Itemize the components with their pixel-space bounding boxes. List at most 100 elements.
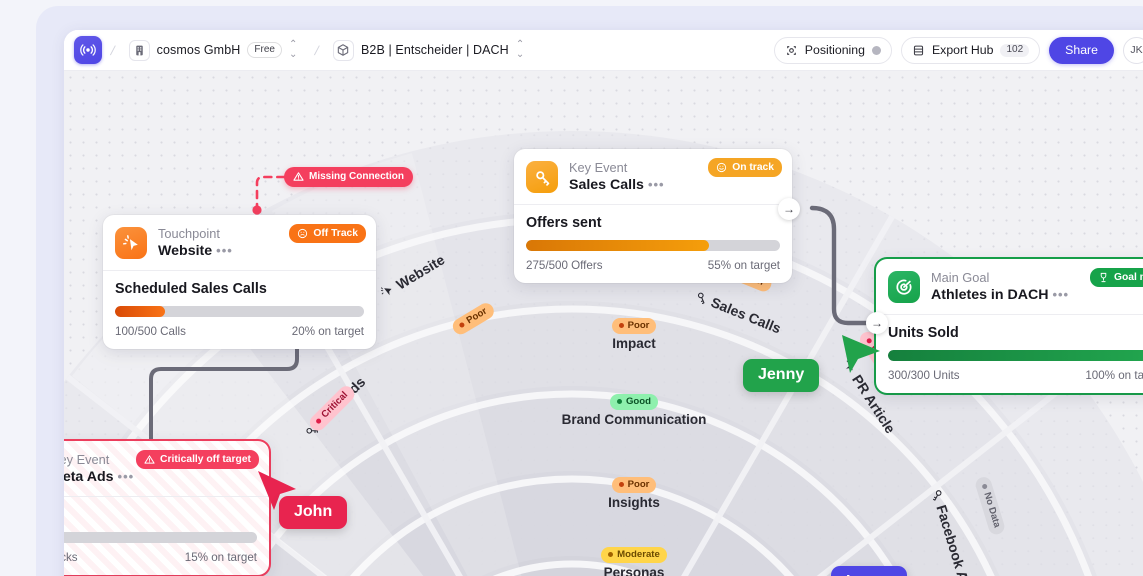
card-titles: Main Goal Athletes in DACH ••• (931, 270, 1069, 304)
card-header: Main Goal Athletes in DACH••• Goal met (876, 259, 1143, 316)
card-titles: Key Event Meta Ads••• (64, 452, 134, 486)
breadcrumb-separator-1: / (109, 42, 117, 58)
status-dot-icon (616, 399, 622, 404)
card-name: Meta Ads••• (64, 468, 135, 485)
progress-bar (526, 240, 780, 252)
card-main-goal[interactable]: Main Goal Athletes in DACH••• Goal met U… (876, 259, 1143, 394)
card-more-menu[interactable]: ••• (216, 242, 233, 258)
cursor-label-jenny: Jenny (743, 359, 820, 392)
channel-label-website[interactable]: Website (378, 251, 447, 302)
arc-label-name: Impact (612, 335, 656, 351)
card-kind: Key Event (569, 160, 628, 175)
radar-signal-icon (80, 44, 96, 56)
chevron-updown-icon[interactable]: ⌃ ⌄ (288, 39, 298, 60)
workspace-name: cosmos GmbH (156, 43, 241, 57)
status-badge: Poor (611, 476, 657, 493)
status-badge: Moderate (601, 546, 667, 563)
positioning-label: Positioning (804, 43, 865, 57)
progress-bar (64, 532, 257, 544)
status-badge: Goal met (1089, 268, 1143, 287)
card-body: Offers sent 275/500 Offers 55% on target (514, 205, 792, 283)
progress-fill (888, 350, 1143, 362)
status-dot-icon (618, 482, 624, 487)
building-icon (128, 39, 150, 61)
cube-icon (332, 39, 354, 61)
app-window: / cosmos GmbH Free ⌃ ⌄ (64, 30, 1143, 576)
status-badge: Off Track (289, 224, 366, 243)
cursor-label-john: John (279, 496, 348, 529)
segment-name: B2B | Entscheider | DACH (360, 43, 509, 57)
cursor-arrow-jenny (842, 335, 880, 373)
card-kind: Main Goal (931, 270, 990, 285)
channel-label-meta-ads[interactable]: Meta Ads (301, 374, 368, 441)
progress-fill (115, 306, 165, 318)
map-canvas[interactable]: Poor Impact Good Brand Communication Poo… (64, 71, 1143, 576)
card-name: Website ••• (158, 242, 233, 259)
top-bar: / cosmos GmbH Free ⌃ ⌄ (64, 30, 1143, 71)
chevron-updown-icon-2[interactable]: ⌃ ⌄ (515, 39, 525, 60)
export-hub-label: Export Hub (931, 43, 994, 57)
app-logo-button[interactable] (74, 36, 102, 64)
status-badge: Good (609, 393, 659, 410)
metric-title: Clicks (64, 507, 257, 523)
touchpoint-cursor-icon (115, 227, 147, 260)
link-arrow-right-sales-calls[interactable]: → (778, 198, 800, 220)
status-badge: On track (708, 158, 782, 177)
card-more-menu[interactable]: ••• (117, 468, 135, 484)
cursor-label-lucas: Lucas (831, 566, 908, 576)
plan-tag: Free (247, 42, 282, 58)
key-icon (698, 292, 705, 304)
avatar[interactable]: JK (1123, 36, 1143, 64)
channel-label-sales-calls[interactable]: Sales Calls (693, 288, 783, 336)
arc-label-personas[interactable]: Moderate Personas (519, 545, 749, 576)
key-icon (933, 490, 942, 501)
card-header: Touchpoint Website ••• Off Track (103, 215, 376, 272)
card-key-event-meta-ads[interactable]: Key Event Meta Ads••• Critically off tar… (64, 441, 269, 576)
arc-label-insights[interactable]: Poor Insights (524, 475, 744, 510)
breadcrumb: / cosmos GmbH Free ⌃ ⌄ (74, 36, 533, 64)
status-badge: Critically off target (136, 450, 259, 469)
metric-title: Offers sent (526, 215, 602, 232)
card-kind: Key Event (64, 452, 110, 467)
arc-label-brand-communication[interactable]: Good Brand Communication (504, 392, 764, 427)
card-more-menu[interactable]: ••• (647, 176, 665, 192)
share-button[interactable]: Share (1049, 36, 1114, 64)
card-body: Clicks 15/100 Clicks 15% on target (64, 497, 269, 575)
card-titles: Touchpoint Website ••• (158, 226, 233, 260)
status-label: Critically off target (160, 453, 251, 465)
status-label: Goal met (1113, 271, 1143, 283)
card-kind: Touchpoint (158, 226, 220, 241)
card-more-menu[interactable]: ••• (1052, 286, 1070, 302)
status-label: Off Track (313, 227, 358, 239)
card-header: Key Event Meta Ads••• Critically off tar… (64, 441, 269, 498)
card-touchpoint-website[interactable]: Touchpoint Website ••• Off Track (103, 215, 376, 350)
link-arrow-right-main-goal[interactable]: → (866, 312, 888, 334)
progress-target: 100% on target (1085, 369, 1143, 383)
positioning-button[interactable]: Positioning (773, 36, 892, 64)
card-header: Key Event Sales Calls ••• On track (514, 149, 792, 206)
warning-triangle-icon (293, 172, 304, 181)
trophy-icon (1100, 272, 1107, 282)
goal-target-icon (888, 271, 920, 304)
progress-target: 20% on target (291, 325, 364, 339)
card-body: Scheduled Sales Calls 100/500 Calls 20% … (103, 271, 376, 349)
cursor-arrow-john (258, 471, 296, 510)
breadcrumb-item-workspace[interactable]: cosmos GmbH Free ⌃ ⌄ (124, 37, 307, 63)
smile-face-icon (717, 162, 727, 172)
breadcrumb-item-segment[interactable]: B2B | Entscheider | DACH ⌃ ⌄ (328, 37, 533, 63)
status-badge: Poor (611, 317, 657, 334)
metric-title: Scheduled Sales Calls (115, 281, 267, 298)
positioning-status-dot (871, 45, 881, 55)
metric-title: Units Sold (888, 325, 959, 342)
breadcrumb-separator-2: / (313, 42, 321, 58)
database-icon (913, 45, 924, 55)
key-icon (306, 427, 318, 434)
arc-label-impact[interactable]: Poor Impact (524, 316, 744, 351)
missing-connection-badge[interactable]: Missing Connection (284, 167, 413, 187)
channel-label-facebook-ads[interactable]: Facebook Ads (928, 487, 976, 576)
export-hub-button[interactable]: Export Hub 102 (900, 36, 1041, 64)
progress-bar (115, 306, 364, 318)
card-key-event-sales-calls[interactable]: Key Event Sales Calls ••• On track (514, 149, 792, 284)
progress-value: 100/500 Calls (115, 325, 186, 339)
